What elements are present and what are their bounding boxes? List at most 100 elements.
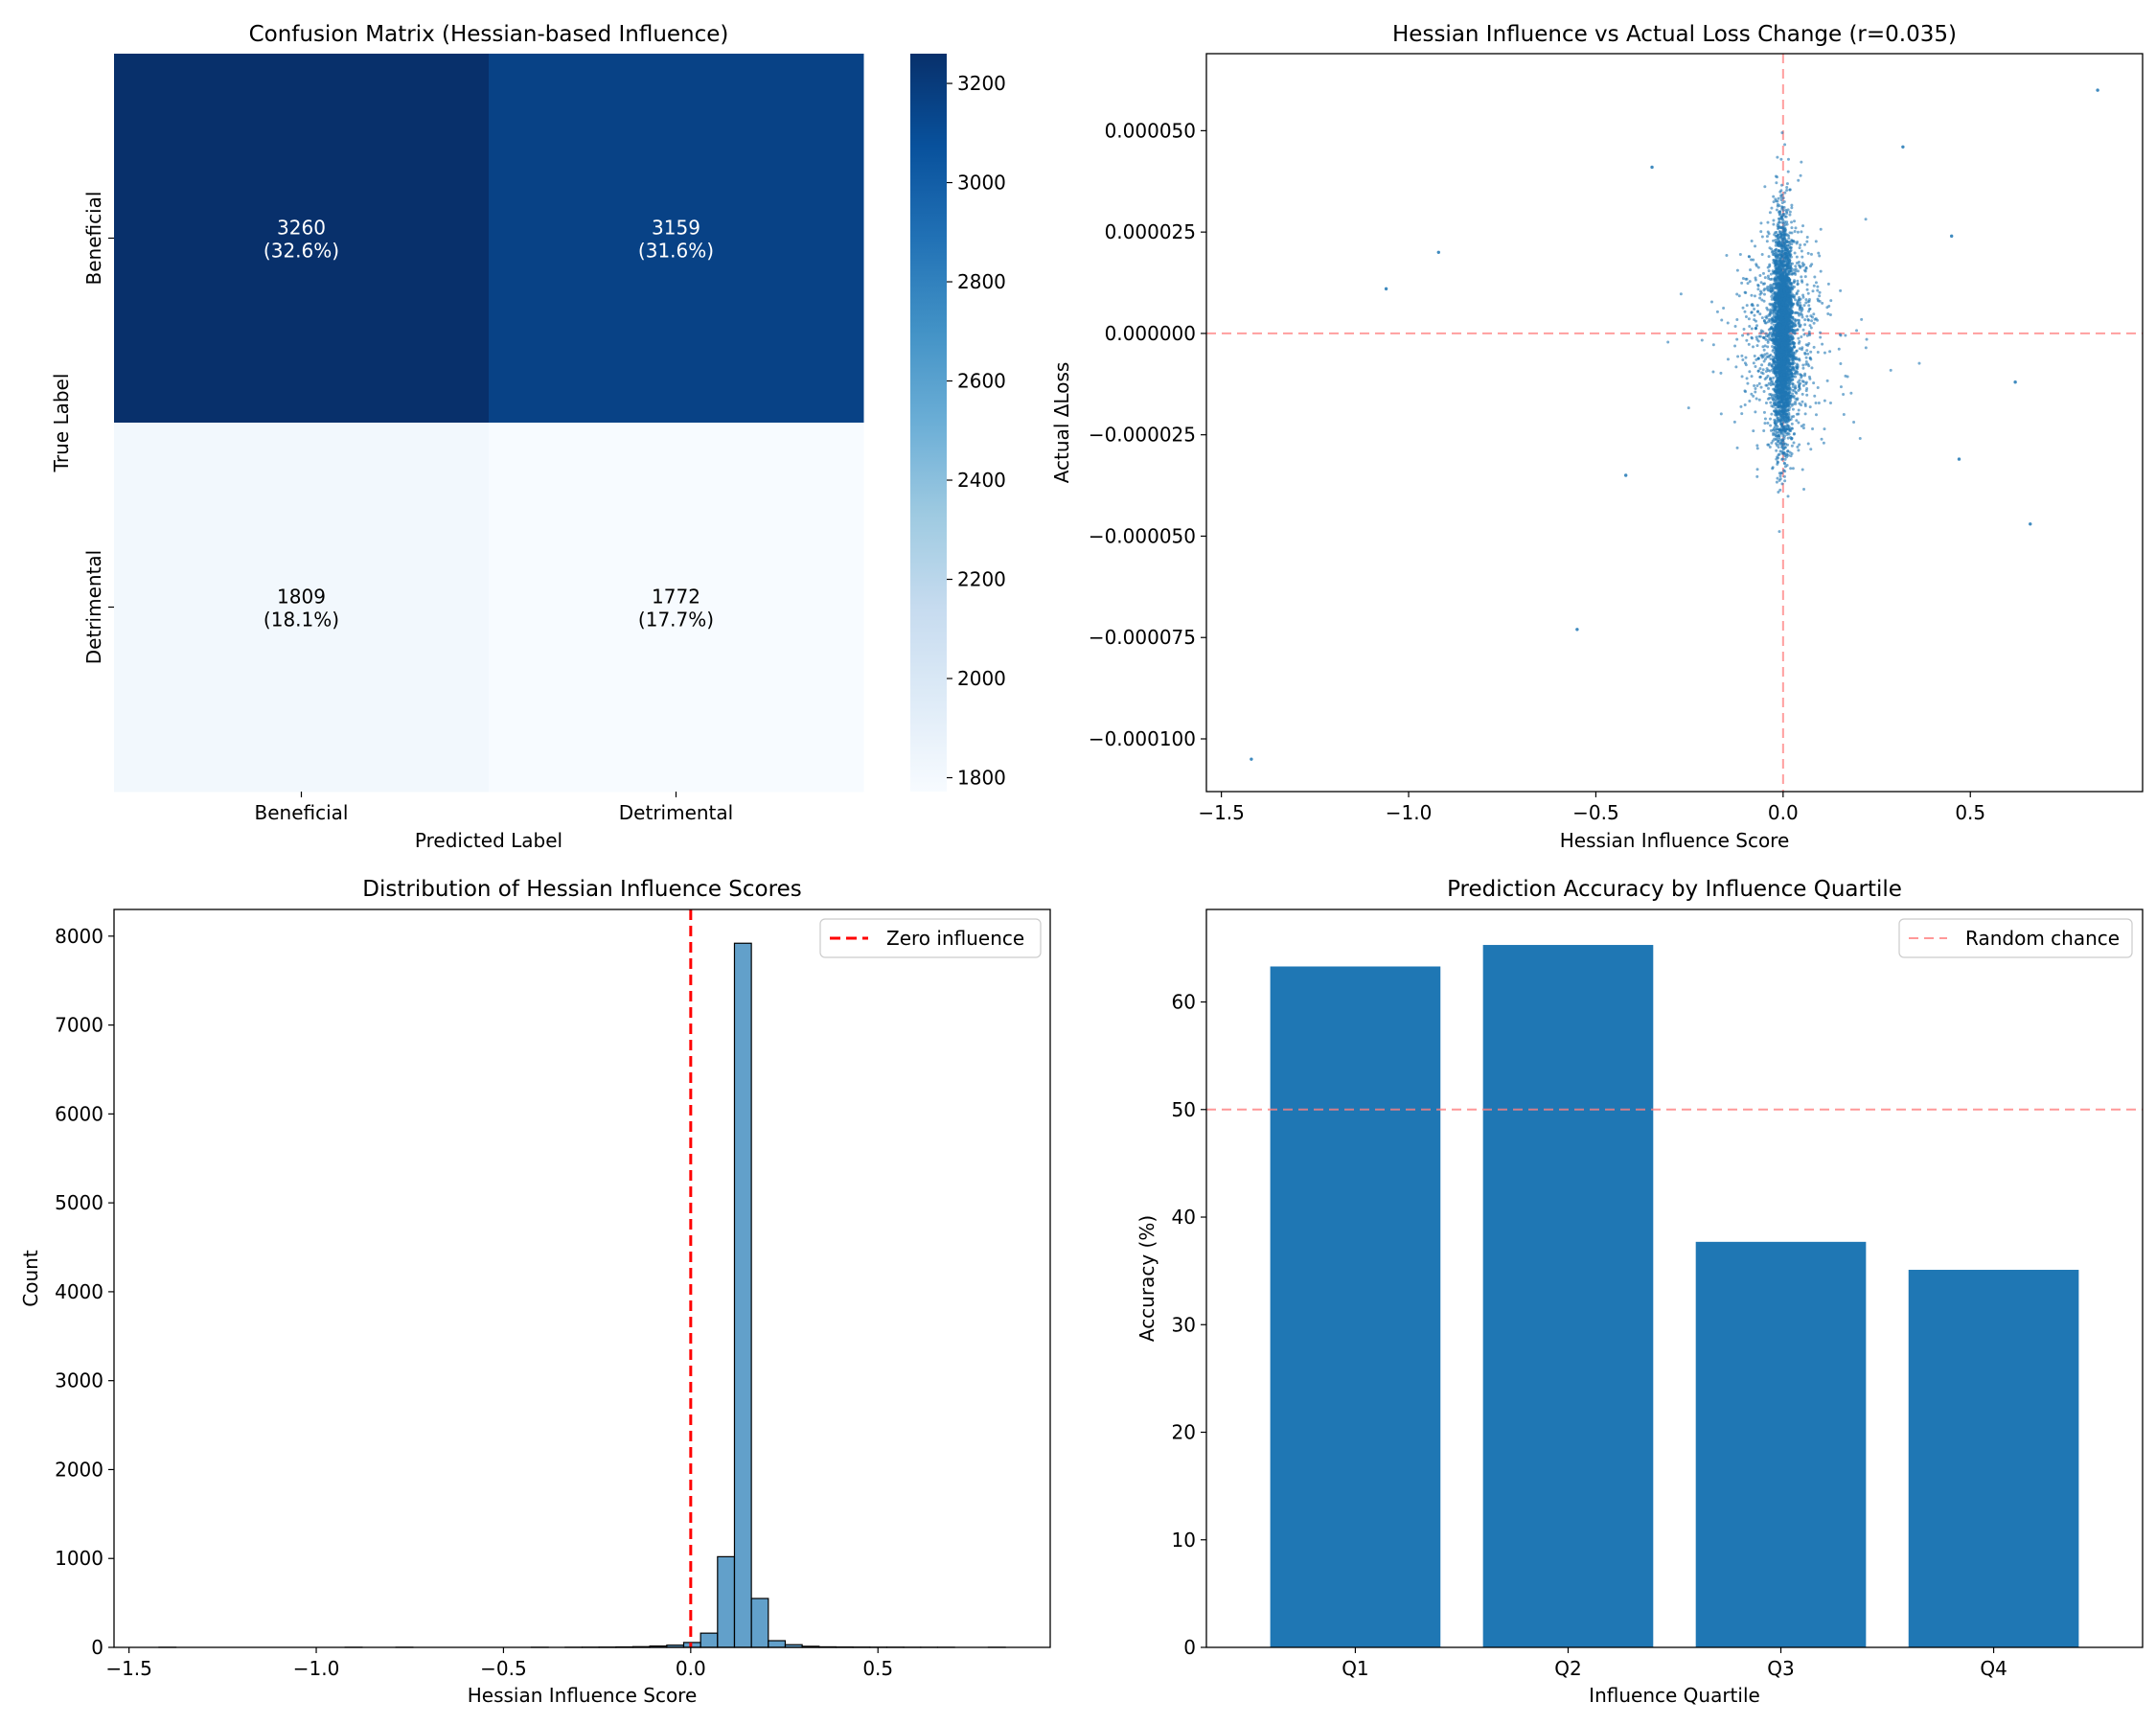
- scatter-point: [1772, 323, 1776, 327]
- scatter-point: [1780, 387, 1784, 391]
- scatter-point: [1778, 224, 1780, 228]
- scatter-point: [1777, 233, 1780, 237]
- scatter-point: [1733, 344, 1737, 348]
- scatter-point: [1779, 441, 1783, 445]
- scatter-point: [1771, 327, 1775, 331]
- scatter-point: [1777, 308, 1780, 311]
- scatter-point: [1798, 298, 1801, 302]
- scatter-point: [1783, 293, 1787, 297]
- scatter-point: [1756, 265, 1760, 269]
- scatter-point: [1800, 262, 1804, 265]
- plot-frame: [1205, 53, 2144, 793]
- y-tick-label: 0.000025: [1105, 220, 1196, 243]
- scatter-point: [1748, 399, 1752, 402]
- scatter-point: [1816, 288, 1820, 292]
- scatter-point: [1754, 276, 1757, 280]
- scatter-point: [1733, 325, 1737, 329]
- scatter-point: [1792, 352, 1796, 356]
- scatter-point: [1762, 390, 1766, 394]
- scatter-point: [1789, 467, 1793, 471]
- scatter-point: [1786, 368, 1790, 372]
- scatter-point: [1780, 247, 1784, 251]
- scatter-point: [1802, 333, 1806, 336]
- scatter-point: [1822, 441, 1825, 445]
- scatter-point: [1799, 243, 1802, 247]
- scatter-point: [1787, 301, 1791, 305]
- scatter-point: [1765, 235, 1769, 239]
- scatter-point: [1805, 386, 1809, 390]
- scatter-point: [1803, 275, 1807, 279]
- colorbar-tick-label: 2200: [957, 568, 1006, 591]
- scatter-point: [1757, 381, 1761, 385]
- scatter-point: [1801, 224, 1805, 228]
- scatter-point: [1777, 433, 1780, 437]
- scatter-point: [1755, 264, 1758, 267]
- scatter-point: [1786, 420, 1790, 424]
- scatter-point: [1777, 401, 1780, 404]
- scatter-point: [1782, 269, 1786, 273]
- y-axis-label: Actual ΔLoss: [1050, 362, 1073, 484]
- scatter-point: [1786, 344, 1790, 348]
- scatter-point: [1786, 494, 1790, 498]
- scatter-point: [1783, 278, 1787, 282]
- scatter-point: [1757, 334, 1761, 338]
- scatter-point: [1775, 434, 1778, 438]
- scatter-point: [1818, 290, 1822, 294]
- scatter-point: [1686, 406, 1690, 410]
- scatter-point: [1767, 277, 1771, 281]
- scatter-point: [1720, 318, 1724, 322]
- y-tick-label: 6000: [55, 1102, 103, 1125]
- scatter-point: [1778, 298, 1782, 302]
- scatter-point: [1807, 310, 1811, 313]
- scatter-point: [1732, 420, 1736, 424]
- scatter-outlier-point: [1384, 287, 1388, 291]
- scatter-point: [1791, 388, 1795, 392]
- scatter-point: [1783, 442, 1787, 446]
- scatter-point: [1821, 342, 1824, 346]
- scatter-point: [1780, 457, 1784, 461]
- scatter-point: [1799, 305, 1802, 309]
- scatter-point: [1800, 400, 1804, 403]
- scatter-point: [1768, 264, 1772, 268]
- scatter-point: [1800, 376, 1803, 380]
- scatter-point: [1809, 326, 1813, 330]
- scatter-outlier-point: [1250, 757, 1253, 761]
- scatter-point: [1767, 269, 1771, 273]
- scatter-point: [1770, 380, 1774, 383]
- scatter-point: [1786, 294, 1790, 298]
- y-tick-label: 2000: [55, 1458, 103, 1481]
- scatter-point: [1794, 272, 1798, 276]
- scatter-point: [1786, 436, 1790, 440]
- scatter-point: [1752, 258, 1755, 262]
- scatter-point: [1769, 401, 1773, 404]
- scatter-point: [1779, 198, 1783, 202]
- scatter-point: [1773, 418, 1777, 422]
- scatter-point: [1775, 300, 1778, 304]
- scatter-point: [1782, 402, 1786, 406]
- scatter-point: [1814, 281, 1818, 285]
- scatter-point: [1778, 213, 1781, 217]
- scatter-point: [1791, 392, 1795, 396]
- scatter-point: [1805, 236, 1809, 240]
- scatter-point: [1772, 433, 1776, 437]
- scatter-point: [1795, 357, 1799, 361]
- scatter-point: [1785, 328, 1789, 332]
- scatter-point: [1773, 422, 1777, 426]
- scatter-outlier-point: [2029, 522, 2032, 526]
- scatter-point: [1752, 361, 1755, 365]
- scatter-point: [1829, 299, 1833, 303]
- scatter-point: [1750, 327, 1754, 331]
- scatter-point: [1816, 297, 1820, 301]
- scatter-point: [1783, 237, 1787, 241]
- scatter-point: [1754, 390, 1757, 394]
- scatter-point: [1788, 188, 1792, 192]
- scatter-point: [1758, 367, 1762, 371]
- scatter-point: [1781, 389, 1785, 393]
- scatter-point: [1793, 251, 1797, 255]
- scatter-point: [1777, 397, 1780, 401]
- scatter-point: [1798, 325, 1801, 329]
- scatter-point: [1751, 304, 1755, 308]
- scatter-point: [1750, 293, 1754, 297]
- cell-count-label: 3159: [652, 217, 700, 240]
- scatter-point: [1792, 395, 1796, 398]
